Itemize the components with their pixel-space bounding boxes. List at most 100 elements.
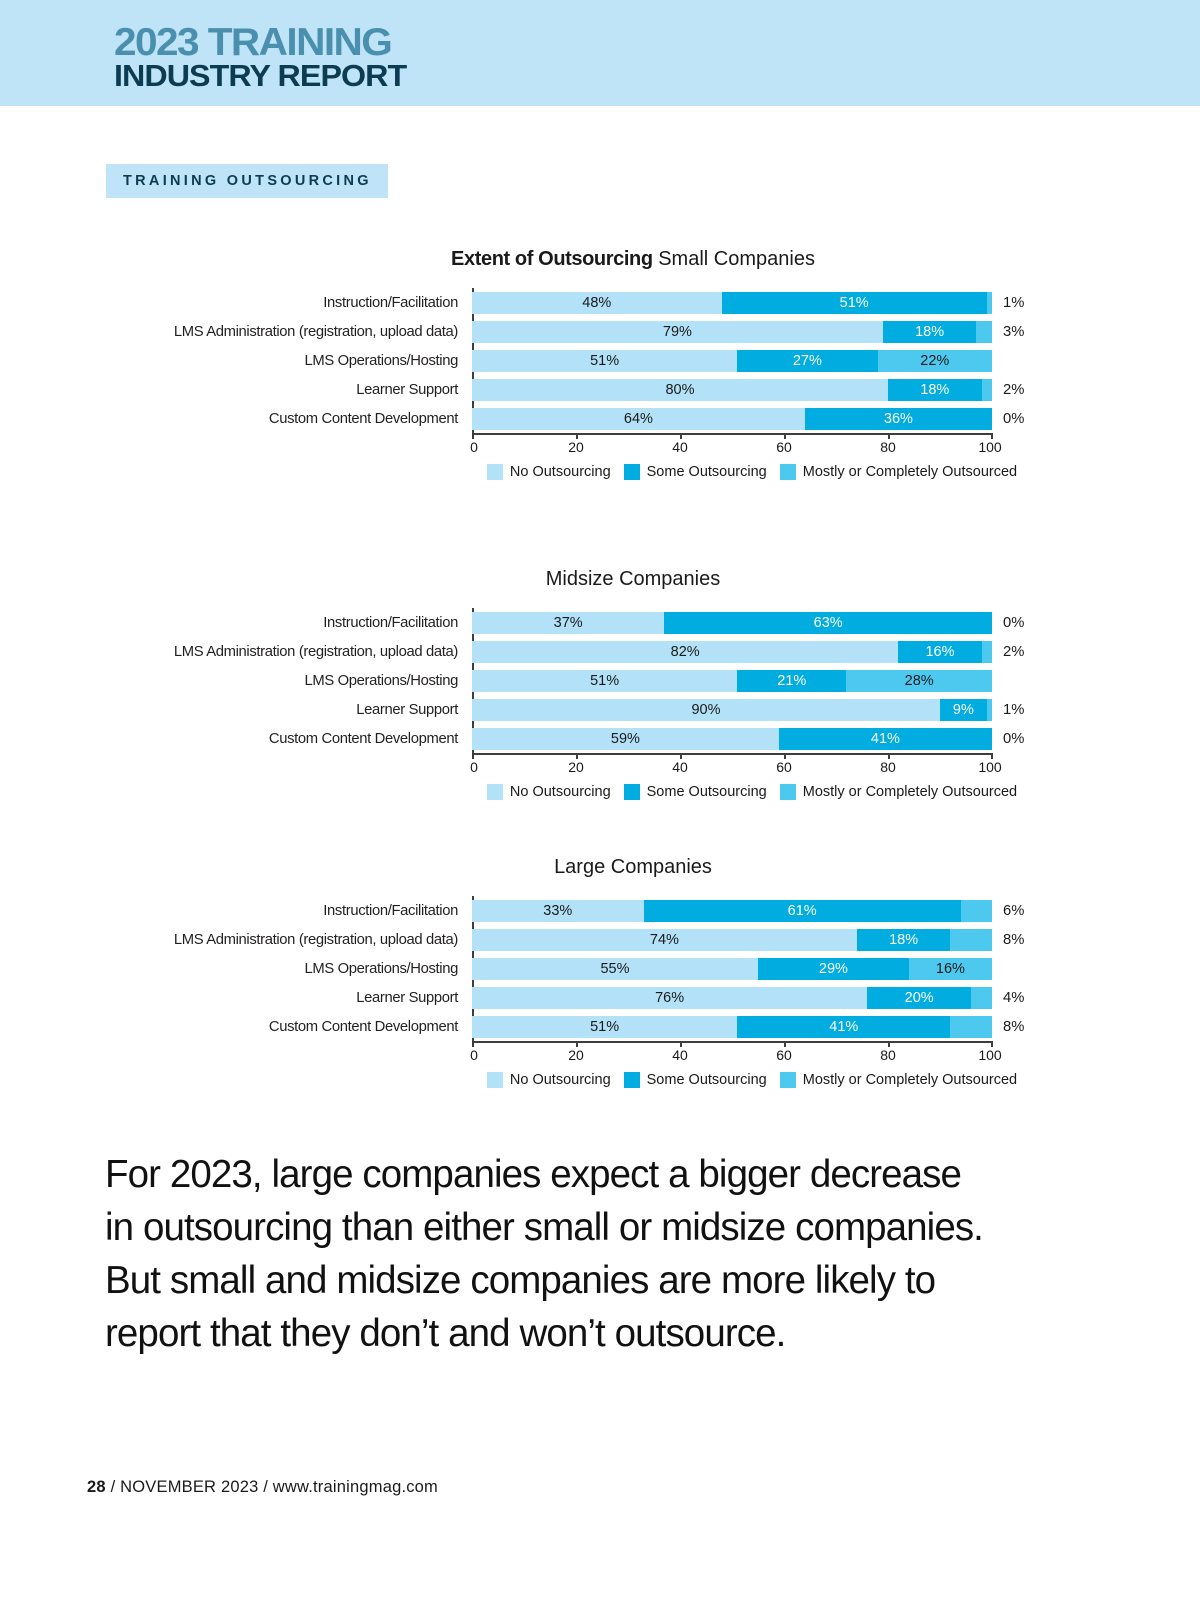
segment-no-outsourcing: 79% — [472, 320, 883, 343]
row-label: LMS Operations/Hosting — [304, 672, 459, 689]
x-tick-label: 0 — [470, 1047, 478, 1063]
segment-no-outsourcing: 76% — [472, 986, 868, 1009]
table-row: LMS Operations/Hosting 51% 27% 22% — [120, 346, 1080, 375]
legend-label: Mostly or Completely Outsourced — [802, 1072, 1018, 1088]
legend-item-some-outsourcing: Some Outsourcing — [623, 784, 767, 800]
segment-some-outsourcing: 18% — [856, 928, 951, 951]
legend-item-mostly-outsourced: Mostly or Completely Outsourced — [779, 464, 1018, 480]
segment-mostly-outsourced — [986, 291, 992, 314]
x-tick-label: 100 — [978, 1047, 1002, 1063]
segment-mostly-outsourced — [971, 986, 992, 1009]
x-axis-line — [472, 753, 992, 755]
segment-mostly-outsourced: 28% — [846, 669, 992, 692]
stacked-bar: 79% 18% — [472, 320, 992, 343]
legend-label: Some Outsourcing — [646, 784, 767, 800]
page-footer: 28 / NOVEMBER 2023 / www.trainingmag.com — [87, 1478, 438, 1497]
x-axis-line — [472, 1041, 992, 1043]
stacked-bar: 76% 20% — [472, 986, 992, 1009]
legend-swatch-icon — [779, 784, 796, 800]
row-label: LMS Administration (registration, upload… — [173, 643, 458, 660]
footer-text: / NOVEMBER 2023 / www.trainingmag.com — [110, 1478, 438, 1496]
legend-item-no-outsourcing: No Outsourcing — [486, 784, 611, 800]
x-tick — [680, 1041, 682, 1047]
legend-swatch-icon — [779, 464, 796, 480]
row-right-value: 2% — [1003, 381, 1025, 398]
x-tick-label: 80 — [880, 1047, 896, 1063]
segment-no-outsourcing: 80% — [472, 378, 888, 401]
table-row: Custom Content Development 51% 41% 8% — [120, 1012, 1080, 1041]
chart-body-midsize: Instruction/Facilitation 37% 63% 0% LMS … — [120, 608, 1080, 800]
x-tick-label: 20 — [568, 439, 584, 455]
segment-no-outsourcing: 90% — [472, 698, 940, 721]
legend-label: Some Outsourcing — [646, 1072, 767, 1088]
segment-some-outsourcing: 27% — [737, 349, 878, 372]
x-tick — [888, 433, 890, 439]
table-row: Instruction/Facilitation 48% 51% 1% — [120, 288, 1080, 317]
chart-body-large: Instruction/Facilitation 33% 61% 6% LMS … — [120, 896, 1080, 1088]
x-tick — [991, 1041, 993, 1047]
x-tick — [576, 433, 578, 439]
segment-no-outsourcing: 64% — [472, 407, 805, 430]
legend-swatch-icon — [623, 464, 640, 480]
chart-midsize-companies: Midsize Companies Instruction/Facilitati… — [0, 568, 1200, 800]
legend-swatch-icon — [486, 1072, 503, 1088]
row-right-value: 2% — [1003, 643, 1025, 660]
table-row: LMS Administration (registration, upload… — [120, 925, 1080, 954]
x-tick-label: 60 — [776, 1047, 792, 1063]
row-label: Custom Content Development — [268, 410, 458, 427]
segment-some-outsourcing: 18% — [888, 378, 982, 401]
report-title-line1: 2023 TRAINING — [114, 21, 393, 64]
row-label: Custom Content Development — [268, 1018, 458, 1035]
row-label: Instruction/Facilitation — [323, 614, 458, 631]
legend-swatch-icon — [779, 1072, 796, 1088]
table-row: LMS Operations/Hosting 51% 21% 28% — [120, 666, 1080, 695]
bar-rows-large: Instruction/Facilitation 33% 61% 6% LMS … — [120, 896, 1080, 1041]
segment-some-outsourcing: 63% — [664, 611, 992, 634]
x-tick — [784, 433, 786, 439]
legend-swatch-icon — [486, 464, 503, 480]
pull-quote-line-3: But small and midsize companies are more… — [105, 1259, 936, 1303]
stacked-bar: 55% 29% 16% — [472, 957, 992, 980]
legend-swatch-icon — [486, 784, 503, 800]
table-row: Learner Support 80% 18% 2% — [120, 375, 1080, 404]
x-tick-label: 40 — [672, 439, 688, 455]
stacked-bar: 59% 41% — [472, 727, 992, 750]
segment-some-outsourcing: 18% — [882, 320, 977, 343]
table-row: Learner Support 76% 20% 4% — [120, 983, 1080, 1012]
segment-no-outsourcing: 51% — [472, 669, 738, 692]
segment-no-outsourcing: 59% — [472, 727, 779, 750]
segment-no-outsourcing: 74% — [472, 928, 857, 951]
table-row: LMS Operations/Hosting 55% 29% 16% — [120, 954, 1080, 983]
segment-no-outsourcing: 48% — [472, 291, 722, 314]
legend-label: Mostly or Completely Outsourced — [802, 464, 1018, 480]
row-right-value: 1% — [1003, 294, 1025, 311]
row-label: Instruction/Facilitation — [323, 902, 458, 919]
row-label: LMS Operations/Hosting — [304, 352, 459, 369]
row-label: Learner Support — [356, 701, 458, 718]
row-label: Instruction/Facilitation — [323, 294, 458, 311]
section-tag: TRAINING OUTSOURCING — [106, 164, 388, 198]
segment-mostly-outsourced — [981, 640, 992, 663]
segment-mostly-outsourced — [986, 698, 992, 721]
segment-some-outsourcing: 29% — [758, 957, 909, 980]
legend-swatch-icon — [623, 784, 640, 800]
chart-small-companies: Extent of Outsourcing Small Companies In… — [0, 248, 1200, 480]
stacked-bar: 74% 18% — [472, 928, 992, 951]
bar-rows-small: Instruction/Facilitation 48% 51% 1% LMS … — [120, 288, 1080, 433]
row-right-value: 1% — [1003, 701, 1025, 718]
x-axis-large: 0 20 40 60 80 100 — [470, 1041, 1002, 1067]
table-row: Custom Content Development 64% 36% 0% — [120, 404, 1080, 433]
x-tick — [888, 753, 890, 759]
row-label: LMS Administration (registration, upload… — [173, 323, 458, 340]
legend-label: Some Outsourcing — [646, 464, 767, 480]
segment-some-outsourcing: 41% — [778, 727, 992, 750]
segment-mostly-outsourced — [981, 378, 992, 401]
x-axis-small: 0 20 40 60 80 100 — [470, 433, 1002, 459]
row-right-value: 6% — [1003, 902, 1025, 919]
row-right-value: 4% — [1003, 989, 1025, 1006]
segment-no-outsourcing: 51% — [472, 1015, 738, 1038]
segment-no-outsourcing: 51% — [472, 349, 738, 372]
x-tick — [991, 753, 993, 759]
stacked-bar: 51% 21% 28% — [472, 669, 992, 692]
row-right-value: 0% — [1003, 410, 1025, 427]
